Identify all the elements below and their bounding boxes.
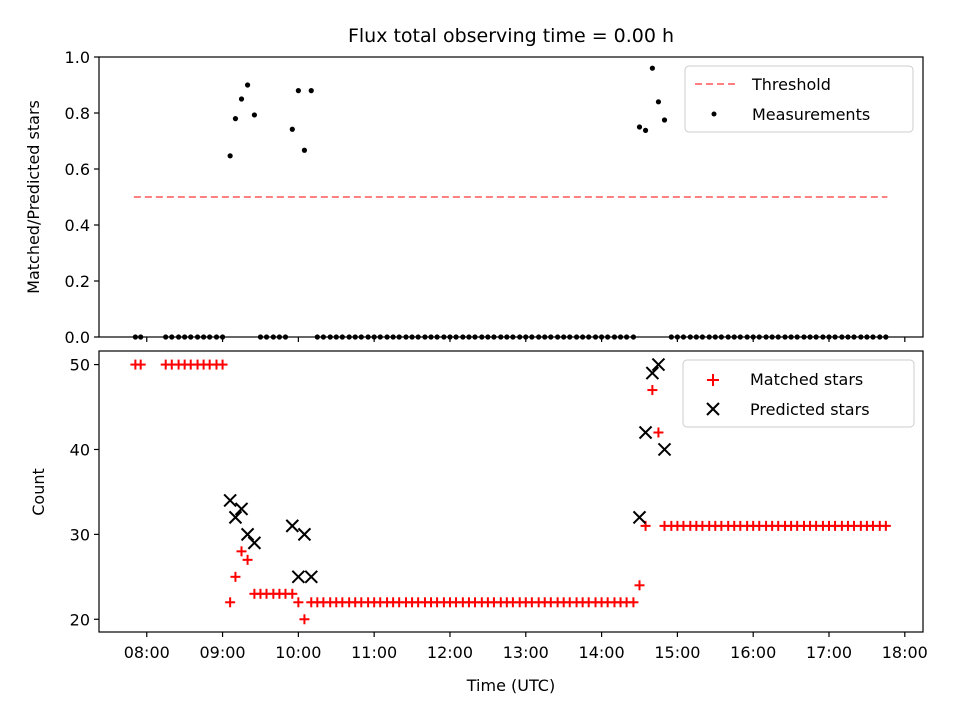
- y-tick-label: 40: [70, 440, 90, 459]
- x-tick-label: 15:00: [654, 643, 700, 662]
- data-point: [636, 124, 643, 130]
- data-point: [657, 442, 672, 457]
- x-tick-label: 12:00: [427, 643, 473, 662]
- y-tick-label: 0.8: [65, 104, 90, 123]
- chart-title: Flux total observing time = 0.00 h: [348, 25, 674, 47]
- data-point: [638, 425, 653, 440]
- legend-label-threshold: Threshold: [751, 75, 831, 94]
- x-axis-label: Time (UTC): [466, 676, 555, 695]
- data-point: [232, 116, 239, 122]
- y-axis-label-bottom: Count: [29, 468, 48, 516]
- data-point: [628, 597, 639, 608]
- count-panel: 20 30 40 50 08:00 09:00 10:00 11:00 12:00 13:00 14…: [29, 350, 928, 695]
- data-point: [289, 126, 295, 132]
- predicted-legend-swatch: [706, 402, 720, 416]
- data-point: [295, 88, 301, 94]
- legend-label-measurements: Measurements: [752, 105, 870, 124]
- x-tick-label: 10:00: [275, 643, 321, 662]
- legend-frame: [684, 65, 914, 133]
- ratio-plot-area: 0.0 0.2 0.4 0.6 0.8 1.0: [65, 48, 924, 347]
- data-point: [228, 510, 243, 525]
- data-point: [240, 527, 255, 542]
- y-tick-label: 20: [70, 610, 90, 629]
- data-point: [653, 427, 664, 438]
- data-point: [247, 536, 262, 550]
- data-point: [632, 510, 647, 525]
- axes-frame-bottom: [98, 350, 924, 633]
- data-point: [645, 366, 660, 380]
- data-point: [227, 153, 233, 159]
- data-point: [880, 520, 891, 531]
- x-tick-label: 13:00: [503, 643, 549, 662]
- data-point: [651, 357, 666, 372]
- ratio-legend: Threshold Measurements: [684, 65, 914, 133]
- x-tick-label: 11:00: [351, 643, 397, 662]
- series-matched-stars: [130, 359, 891, 625]
- data-point: [291, 570, 306, 584]
- data-point: [251, 112, 258, 118]
- data-point: [234, 502, 249, 516]
- x-tick-label: 08:00: [124, 643, 170, 662]
- x-tick-label: 18:00: [882, 643, 928, 662]
- ratio-panel: Flux total observing time = 0.00 h 0.00.…: [24, 25, 924, 347]
- legend-label-matched: Matched stars: [750, 370, 863, 389]
- matched-legend-swatch: [707, 374, 719, 386]
- data-point: [230, 571, 241, 582]
- y-tick-label: 50: [70, 356, 90, 375]
- data-point: [217, 359, 228, 370]
- count-legend: Matched stars Predicted stars: [682, 359, 915, 428]
- data-point: [655, 99, 662, 105]
- data-point: [236, 546, 247, 557]
- data-point: [647, 385, 658, 396]
- data-point: [299, 614, 310, 625]
- data-point: [308, 88, 314, 94]
- series-predicted-stars: [223, 357, 672, 584]
- data-point: [223, 493, 237, 508]
- count-plot-area: 20 30 40 50 08:00 09:00 10:00 11:00 12:00 13:00 14…: [70, 350, 928, 662]
- data-point: [293, 597, 304, 608]
- y-tick-label: 0.0: [65, 328, 90, 347]
- data-point: [242, 554, 253, 565]
- data-point: [285, 519, 300, 533]
- y-tick-label: 0.4: [65, 216, 90, 235]
- x-tick-label: 17:00: [806, 643, 852, 662]
- data-point: [244, 82, 251, 88]
- y-tick-label: 30: [70, 525, 90, 544]
- data-point: [238, 96, 245, 102]
- data-point: [301, 147, 308, 153]
- y-tick-label: 0.2: [65, 272, 90, 291]
- data-point: [135, 359, 146, 370]
- y-axis-label-top: Matched/Predicted stars: [24, 100, 43, 294]
- legend-label-predicted: Predicted stars: [750, 400, 870, 419]
- data-point: [225, 597, 236, 608]
- data-point: [297, 527, 312, 542]
- measurements-legend-swatch: [711, 111, 717, 117]
- data-point: [642, 127, 649, 133]
- y-tick-label: 0.6: [65, 160, 90, 179]
- data-point: [661, 117, 668, 123]
- legend-frame-bottom: [682, 359, 915, 428]
- data-point: [287, 588, 298, 599]
- data-point: [634, 580, 645, 591]
- axes-frame-top: [98, 56, 924, 338]
- data-point: [649, 65, 655, 71]
- y-tick-label: 1.0: [65, 48, 90, 67]
- x-tick-label: 09:00: [200, 643, 246, 662]
- x-tick-label: 16:00: [730, 643, 776, 662]
- data-point: [304, 570, 318, 584]
- x-tick-label: 14:00: [579, 643, 625, 662]
